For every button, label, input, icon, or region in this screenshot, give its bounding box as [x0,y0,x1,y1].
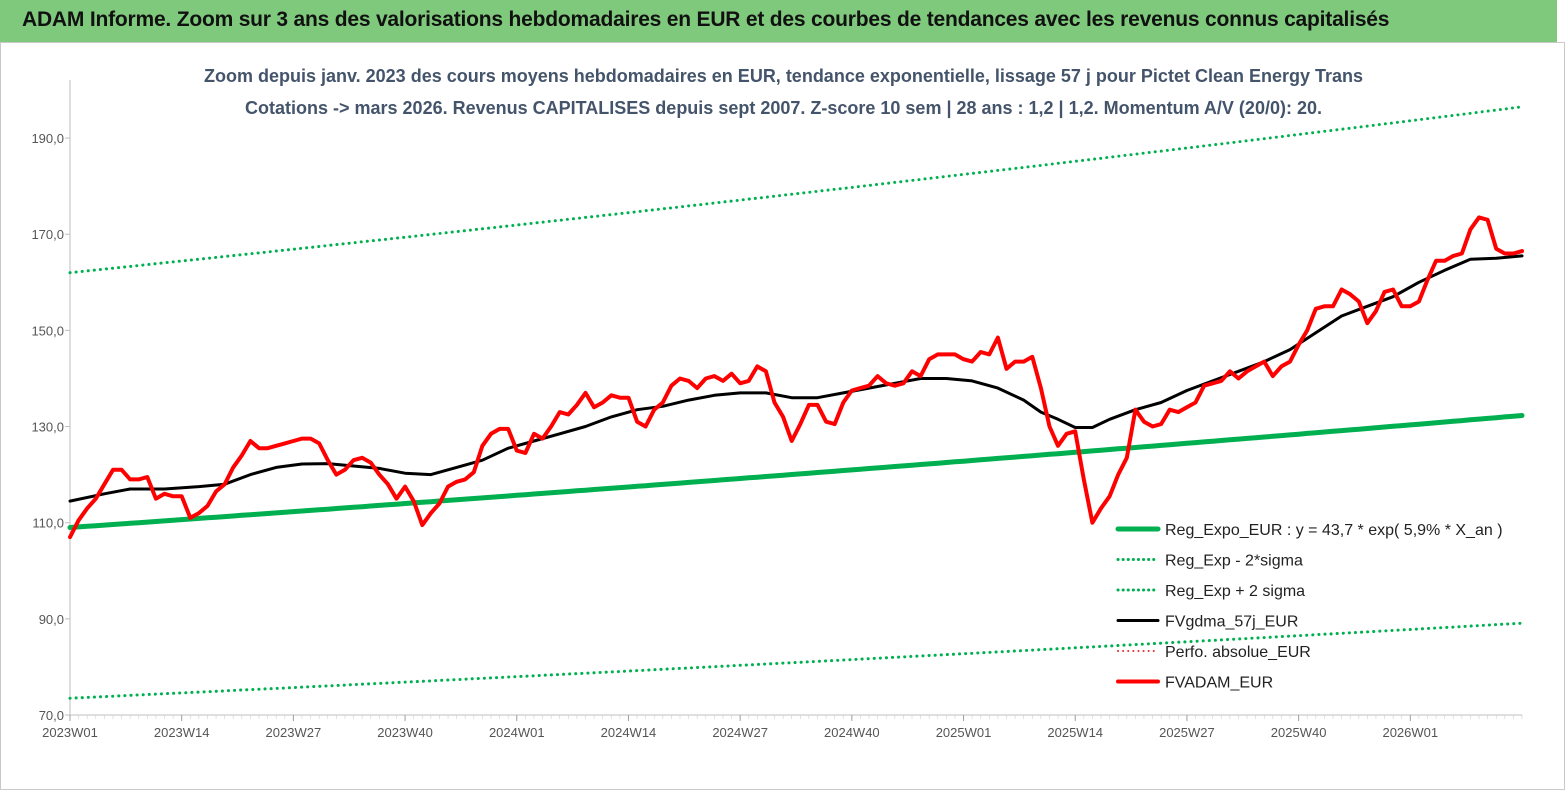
series-line-2 [70,107,1522,273]
y-tick-label: 110,0 [32,516,64,531]
x-axis: 2023W01 2023W14 2023W27 2023W40 2024W01 2024W… [42,715,1522,740]
y-tick-label: 190,0 [31,131,64,146]
legend-label: Reg_Exp - 2*sigma [1165,553,1303,570]
x-tick-label: 2023W01 [42,725,98,740]
series-line-3 [70,256,1522,501]
legend-label: Reg_Exp + 2 sigma [1165,583,1305,600]
legend-label: FVgdma_57j_EUR [1165,614,1298,631]
legend-label: Reg_Expo_EUR : y = 43,7 * exp( 5,9% * X_… [1165,522,1503,539]
legend-label: Perfo. absolue_EUR [1165,644,1311,661]
x-tick-label: 2026W01 [1382,725,1438,740]
x-tick-label: 2023W27 [266,725,322,740]
legend-label: FVADAM_EUR [1165,675,1273,692]
x-tick-label: 2024W01 [489,725,545,740]
line-chart: 70,0 90,0 110,0 130,0 150,0 170,0 190,0 2023W0… [0,42,1565,788]
report-banner: ADAM Informe. Zoom sur 3 ans des valoris… [0,0,1557,43]
x-tick-label: 2025W14 [1047,725,1103,740]
y-tick-label: 170,0 [31,227,64,242]
x-tick-label: 2024W14 [601,725,657,740]
y-tick-label: 150,0 [31,323,64,338]
x-tick-label: 2025W01 [936,725,992,740]
y-tick-label: 90,0 [39,612,64,627]
report-title: ADAM Informe. Zoom sur 3 ans des valoris… [22,8,1389,32]
series-line-5 [70,217,1522,537]
y-tick-label: 70,0 [39,708,64,723]
x-tick-label: 2023W40 [377,725,433,740]
x-tick-label: 2025W40 [1271,725,1327,740]
y-tick-label: 130,0 [31,420,64,435]
x-tick-label: 2025W27 [1159,725,1215,740]
x-tick-label: 2024W40 [824,725,880,740]
y-axis: 70,0 90,0 110,0 130,0 150,0 170,0 190,0 [31,131,70,723]
x-tick-label: 2024W27 [712,725,768,740]
series-layer [70,107,1522,698]
legend: Reg_Expo_EUR : y = 43,7 * exp( 5,9% * X_… [1118,522,1503,692]
x-tick-label: 2023W14 [154,725,210,740]
